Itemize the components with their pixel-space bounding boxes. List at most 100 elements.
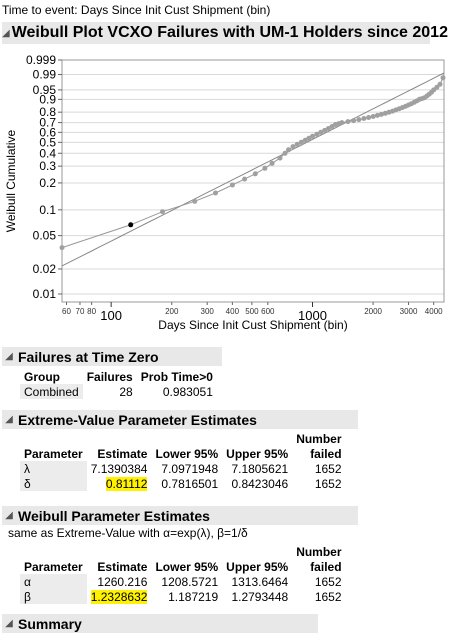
data-point — [286, 147, 291, 153]
data-point — [269, 160, 275, 166]
data-point — [339, 120, 345, 126]
empirical-line — [61, 77, 444, 249]
data-point — [440, 75, 446, 81]
data-point — [262, 165, 268, 171]
y-tick-label: 0.95 — [33, 83, 57, 97]
table-row: Combined 28 0.983051 — [20, 384, 217, 399]
data-point — [290, 144, 296, 150]
data-point — [192, 198, 198, 204]
table-row: λ 7.1390384 7.0971948 7.1805621 1652 — [20, 461, 346, 476]
upper-cell: 7.1805621 — [231, 461, 289, 476]
extreme-value-header[interactable]: ◢ Extreme-Value Parameter Estimates — [2, 410, 358, 429]
fit-lines — [61, 72, 445, 267]
disclosure-triangle-icon[interactable]: ◢ — [2, 27, 10, 39]
estimate-cell: 1260.216 — [97, 574, 148, 589]
data-point — [302, 137, 308, 143]
data-point — [128, 222, 134, 228]
data-point — [437, 81, 443, 87]
data-point — [434, 84, 440, 90]
data-point — [314, 131, 320, 137]
col-header: Estimate — [97, 446, 148, 461]
x-tick-label: 3000 — [400, 307, 418, 316]
estimate-cell: 7.1390384 — [90, 461, 148, 476]
col-header: Parameter — [24, 446, 83, 461]
highlighted-estimate: 1.2328632 — [90, 589, 148, 604]
data-point — [277, 155, 283, 161]
disclosure-triangle-icon[interactable]: ◢ — [5, 414, 13, 425]
weibull-note: same as Extreme-Value with α=exp(λ), β=1… — [8, 526, 248, 540]
prob-cell: 0.983051 — [162, 384, 213, 399]
group-cell: Combined — [20, 384, 83, 399]
disclosure-triangle-icon[interactable]: ◢ — [5, 618, 13, 629]
disclosure-triangle-icon[interactable]: ◢ — [5, 351, 13, 362]
failures-time-zero-title: Failures at Time Zero — [18, 348, 159, 365]
disclosure-triangle-icon[interactable]: ◢ — [5, 510, 13, 521]
x-tick-label: 70 — [76, 307, 85, 316]
col-header: Prob Time>0 — [140, 369, 213, 384]
summary-header[interactable]: ◢ Summary — [2, 614, 318, 633]
col-header: Upper 95% — [226, 559, 289, 574]
data-point — [310, 133, 315, 139]
param-cell: δ — [20, 476, 87, 491]
failures-time-zero-table: Group Failures Prob Time>0 Combined 28 0… — [20, 369, 217, 399]
lower-cell: 1.187219 — [168, 589, 219, 604]
col-header: Number — [296, 544, 342, 559]
col-header: Lower 95% — [155, 446, 219, 461]
table-row: α 1260.216 1208.5721 1313.6464 1652 — [20, 574, 346, 589]
y-tick-label: 0.8 — [39, 105, 56, 119]
col-header: Failures — [86, 369, 133, 384]
upper-cell: 1.2793448 — [231, 589, 289, 604]
y-tick-label: 0.9 — [39, 92, 56, 106]
col-header: failed — [310, 446, 342, 461]
x-axis-label: Days Since Init Cust Shipment (bin) — [158, 318, 347, 332]
data-point — [378, 111, 384, 117]
time-to-event-label: Time to event: Days Since Init Cust Ship… — [2, 3, 271, 17]
weibull-plot[interactable]: 0.010.020.050.10.20.30.40.50.60.70.80.90… — [0, 44, 475, 344]
y-tick-label: 0.4 — [39, 146, 56, 160]
weibull-plot-header[interactable]: ◢ Weibull Plot VCXO Failures with UM-1 H… — [2, 22, 448, 44]
weibull-params-title: Weibull Parameter Estimates — [18, 507, 210, 524]
y-tick-label: 0.99 — [33, 68, 57, 82]
lower-cell: 0.7816501 — [161, 476, 219, 491]
col-header: Upper 95% — [226, 446, 289, 461]
x-tick-label: 200 — [165, 307, 179, 316]
y-tick-label: 0.5 — [39, 135, 56, 149]
data-point — [356, 117, 362, 123]
x-axis-ticks: 60 70 80 200 300 400 500 600 2000 3000 4000 100 1000 — [62, 302, 443, 323]
param-cell: λ — [20, 461, 87, 476]
data-point — [374, 112, 380, 118]
x-tick-label: 2000 — [364, 307, 382, 316]
data-point — [298, 139, 304, 145]
plot-grid — [62, 59, 444, 295]
failures-time-zero-header[interactable]: ◢ Failures at Time Zero — [2, 347, 222, 366]
col-header: Parameter — [24, 559, 83, 574]
table-row: δ 0.81112 0.7816501 0.8423046 1652 — [20, 476, 346, 491]
upper-cell: 1313.6464 — [231, 574, 289, 589]
y-tick-label: 0.05 — [33, 229, 57, 243]
y-tick-label: 0.01 — [33, 287, 57, 301]
weibull-params-header[interactable]: ◢ Weibull Parameter Estimates — [2, 506, 358, 525]
data-point — [242, 176, 248, 182]
data-point — [252, 171, 258, 177]
x-tick-label: 4000 — [425, 307, 443, 316]
data-point — [294, 141, 300, 147]
param-cell: α — [20, 574, 87, 589]
data-point — [370, 114, 376, 119]
plot-frame — [61, 59, 445, 303]
x-tick-label: 500 — [245, 307, 259, 316]
extreme-value-title: Extreme-Value Parameter Estimates — [18, 411, 257, 428]
y-axis-label: Weibull Cumulative — [4, 129, 18, 232]
lower-cell: 1208.5721 — [161, 574, 219, 589]
data-point — [351, 118, 357, 124]
x-tick-label: 60 — [62, 307, 71, 316]
y-tick-label: 0.3 — [39, 159, 56, 173]
weibull-params-table: Number Parameter Estimate Lower 95% Uppe… — [20, 544, 346, 604]
data-point — [59, 245, 65, 251]
upper-cell: 0.8423046 — [231, 476, 289, 491]
y-tick-label: 0.999 — [26, 53, 56, 67]
failed-cell: 1652 — [314, 476, 342, 491]
data-point — [322, 127, 328, 133]
summary-title: Summary — [18, 615, 82, 632]
table-row: β 1.2328632 1.187219 1.2793448 1652 — [20, 589, 346, 604]
y-tick-label: 0.7 — [39, 116, 56, 130]
